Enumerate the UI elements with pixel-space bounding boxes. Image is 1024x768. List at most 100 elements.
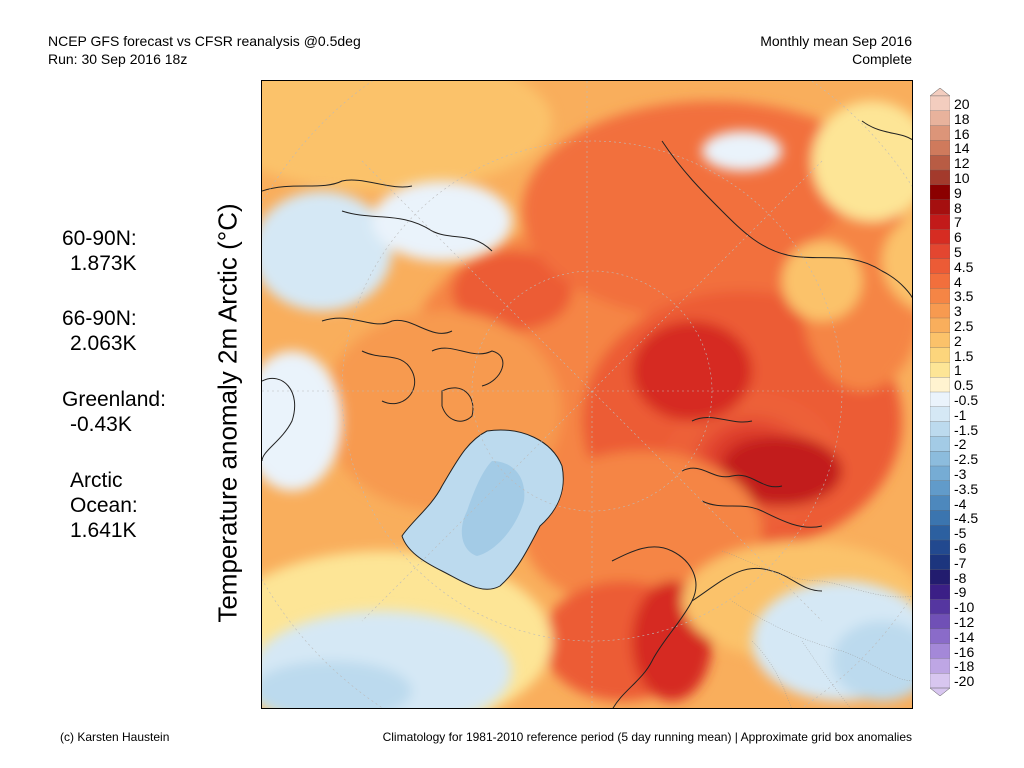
colorbar-swatch (930, 406, 950, 423)
colorbar (930, 88, 950, 696)
colorbar-tick-label: 4.5 (954, 258, 974, 275)
colorbar-swatch (930, 643, 950, 659)
colorbar-swatch (930, 303, 950, 319)
stat-label: Arctic (70, 469, 123, 492)
header-run: Run: 30 Sep 2016 18z (48, 51, 188, 67)
colorbar-tick-label: -1.5 (954, 421, 979, 438)
colorbar-swatch (930, 95, 950, 112)
colorbar-tick-label: 18 (954, 110, 970, 127)
canada-cool-patch (262, 191, 392, 311)
colorbar-tick-label: -5 (954, 525, 967, 542)
header-right: Monthly mean Sep 2016 Complete (760, 32, 912, 68)
colorbar-tick-label: -1 (954, 406, 967, 423)
colorbar-swatch (930, 125, 950, 141)
colorbar-tick-label: -3 (954, 466, 967, 482)
colorbar-tick-label: 0.5 (954, 377, 974, 394)
colorbar-tick-label: 6 (954, 229, 962, 246)
colorbar-tick-label: -4 (954, 495, 967, 512)
colorbar-tick-label: -7 (954, 554, 967, 571)
greenland-core (461, 461, 525, 556)
colorbar-tick-label: -8 (954, 569, 967, 586)
stat-label: 60-90N: (62, 227, 137, 250)
colorbar-tick-label: -0.5 (954, 392, 979, 408)
colorbar-swatch (930, 525, 950, 541)
colorbar-swatch (930, 510, 950, 526)
colorbar-swatch (930, 140, 950, 156)
colorbar-swatch (930, 243, 950, 260)
colorbar-swatch (930, 377, 950, 393)
colorbar-swatch (930, 110, 950, 127)
colorbar-tick-label: 9 (954, 184, 962, 201)
country-borders (721, 550, 912, 708)
footer-credit: (c) Karsten Haustein (60, 730, 170, 744)
colorbar-swatch (930, 273, 950, 289)
colorbar-swatch (930, 288, 950, 304)
stat-value: 2.063K (70, 332, 137, 355)
stat-label-2: Ocean: (70, 494, 138, 517)
stat-greenland: Greenland: -0.43K (62, 387, 166, 437)
colorbar-swatch (930, 465, 950, 482)
colorbar-swatch (930, 169, 950, 186)
colorbar-tick-label: 10 (954, 170, 970, 186)
graticule (262, 81, 912, 708)
colorbar-swatch (930, 480, 950, 497)
colorbar-tick-label: -18 (954, 658, 975, 675)
colorbar-tick-label: 8 (954, 199, 962, 216)
colorbar-swatch (930, 451, 950, 467)
colorbar-swatch (930, 184, 950, 201)
colorbar-tick-label: -9 (954, 584, 967, 601)
colorbar-tick-label: 14 (954, 140, 970, 157)
header-title: NCEP GFS forecast vs CFSR reanalysis @0.… (48, 33, 361, 49)
colorbar-min-arrow (930, 687, 950, 696)
colorbar-tick-label: -12 (954, 614, 975, 630)
colorbar-tick-label: 3 (954, 303, 962, 320)
colorbar-swatch (930, 347, 950, 363)
colorbar-tick-label: -2.5 (954, 451, 979, 468)
colorbar-swatch (930, 628, 950, 645)
coastlines (262, 120, 912, 708)
colorbar-swatch (930, 554, 950, 571)
footer-note: Climatology for 1981-2010 reference peri… (382, 730, 912, 744)
anomaly-map (261, 80, 913, 709)
colorbar-tick-label: -16 (954, 643, 975, 660)
colorbar-swatch (930, 613, 950, 630)
colorbar-tick-label: -10 (954, 599, 975, 616)
colorbar-swatch (930, 258, 950, 275)
stat-60-90n: 60-90N: 1.873K (62, 226, 137, 276)
stat-value: 1.641K (70, 519, 137, 542)
colorbar-swatch (930, 214, 950, 230)
header-status: Complete (852, 51, 912, 67)
colorbar-swatch (930, 332, 950, 349)
colorbar-swatch (930, 229, 950, 245)
colorbar-tick-label: -6 (954, 540, 967, 556)
colorbar-swatch (930, 495, 950, 511)
colorbar-swatch (930, 155, 950, 171)
stat-66-90n: 66-90N: 2.063K (62, 306, 137, 356)
colorbar-tick-label: 1 (954, 362, 962, 379)
header-left: NCEP GFS forecast vs CFSR reanalysis @0.… (48, 32, 361, 68)
colorbar-tick-label: 20 (954, 96, 970, 112)
colorbar-tick-label: 3.5 (954, 288, 974, 305)
colorbar-swatch (930, 673, 950, 689)
colorbar-swatch (930, 436, 950, 452)
colorbar-tick-label: 7 (954, 214, 962, 231)
colorbar-swatch (930, 584, 950, 600)
colorbar-swatch (930, 362, 950, 378)
colorbar-tick-label: -20 (954, 673, 975, 690)
stat-label: Greenland: (62, 388, 166, 411)
colorbar-swatch (930, 599, 950, 615)
colorbar-swatch (930, 391, 950, 408)
colorbar-max-arrow (930, 88, 950, 97)
colorbar-tick-label: -3.5 (954, 480, 979, 497)
colorbar-tick-label: 12 (954, 155, 970, 172)
colorbar-tick-label: -14 (954, 628, 975, 645)
colorbar-tick-label: 5 (954, 244, 962, 260)
map-svg (262, 81, 912, 708)
stat-arctic-ocean: Arctic Ocean: 1.641K (70, 468, 138, 543)
colorbar-tick-label: 1.5 (954, 347, 974, 364)
stat-value: -0.43K (70, 413, 132, 436)
colorbar-swatch (930, 317, 950, 334)
colorbar-swatch (930, 569, 950, 585)
colorbar-tick-label: 4 (954, 273, 962, 290)
colorbar-axis-label: Temperature anomaly 2m Arctic (°C) (212, 203, 243, 623)
